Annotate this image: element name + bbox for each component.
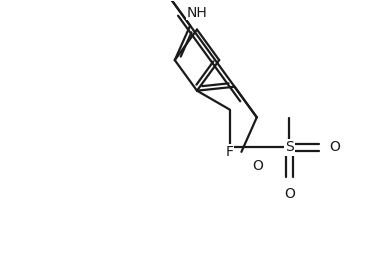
Text: O: O	[252, 159, 263, 173]
Text: S: S	[285, 140, 294, 154]
Text: NH: NH	[187, 6, 207, 20]
Text: O: O	[329, 140, 340, 154]
Text: F: F	[226, 145, 233, 159]
Text: O: O	[284, 187, 295, 201]
